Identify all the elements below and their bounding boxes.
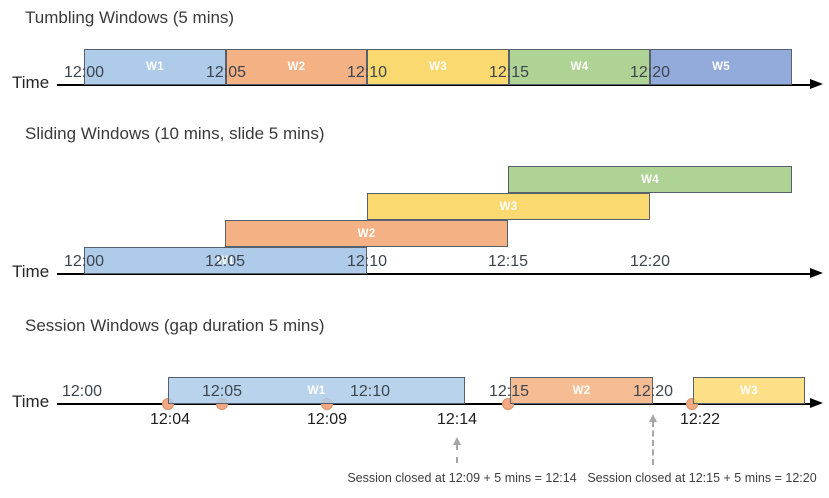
time-axis-line bbox=[57, 273, 813, 275]
axis-tick-label: 12:20 bbox=[629, 64, 671, 81]
window-bar-w4: W4 bbox=[509, 49, 650, 85]
window-bar-w2: W2 bbox=[225, 220, 508, 247]
annotation-arrow-icon bbox=[453, 437, 461, 445]
window-label: W4 bbox=[570, 61, 589, 73]
section-title-tumbling: Tumbling Windows (5 mins) bbox=[25, 8, 235, 27]
window-bar-w1: W1 bbox=[84, 247, 367, 274]
axis-tick-label: 12:10 bbox=[346, 253, 388, 270]
time-axis-line bbox=[57, 403, 813, 405]
window-bar-w2: W2 bbox=[510, 377, 653, 404]
window-bar-w3: W3 bbox=[367, 193, 650, 220]
section-title-sliding: Sliding Windows (10 mins, slide 5 mins) bbox=[25, 124, 325, 143]
session-annotation: Session closed at 12:15 + 5 mins = 12:20 bbox=[587, 471, 817, 485]
window-label: W4 bbox=[641, 173, 659, 186]
time-axis-label: Time bbox=[12, 392, 50, 411]
window-label: W3 bbox=[499, 200, 518, 213]
time-axis-label: Time bbox=[12, 262, 50, 281]
axis-tick-label: 12:10 bbox=[349, 383, 391, 400]
axis-tick-label: 12:15 bbox=[488, 383, 530, 400]
axis-tick-label: 12:00 bbox=[63, 64, 105, 81]
time-axis-arrowhead-icon bbox=[810, 79, 823, 89]
window-label: W1 bbox=[216, 254, 235, 267]
window-bar-w2: W2 bbox=[226, 49, 367, 85]
axis-tick-label: 12:15 bbox=[488, 64, 530, 81]
time-axis-arrowhead-icon bbox=[810, 268, 823, 278]
axis-tick-label: 12:15 bbox=[487, 253, 529, 270]
annotation-arrow-line bbox=[456, 444, 458, 463]
event-time-label: 12:14 bbox=[436, 411, 478, 428]
window-label: W3 bbox=[429, 61, 447, 73]
axis-tick-label: 12:00 bbox=[61, 383, 103, 400]
section-title-session: Session Windows (gap duration 5 mins) bbox=[25, 316, 325, 335]
axis-tick-label: 12:20 bbox=[632, 383, 674, 400]
annotation-arrow-line bbox=[652, 421, 654, 465]
axis-tick-label: 12:05 bbox=[204, 253, 246, 270]
time-axis-arrowhead-icon bbox=[810, 398, 823, 408]
time-axis-label: Time bbox=[12, 73, 50, 92]
window-label: W5 bbox=[712, 61, 730, 73]
axis-tick-label: 12:05 bbox=[205, 64, 247, 81]
window-bar-w4: W4 bbox=[508, 166, 792, 193]
axis-tick-label: 12:00 bbox=[63, 253, 105, 270]
window-bar-w1: W1 bbox=[168, 377, 465, 404]
axis-tick-label: 12:05 bbox=[201, 383, 243, 400]
annotation-arrow-icon bbox=[649, 414, 657, 422]
window-label: W2 bbox=[287, 61, 306, 73]
time-axis-line bbox=[57, 84, 813, 86]
axis-tick-label: 12:10 bbox=[346, 64, 388, 81]
window-bar-w5: W5 bbox=[650, 49, 792, 85]
window-label: W2 bbox=[572, 384, 591, 397]
window-bar-w1: W1 bbox=[84, 49, 226, 85]
event-time-label: 12:22 bbox=[679, 411, 721, 428]
window-label: W1 bbox=[146, 61, 164, 73]
window-bar-w3: W3 bbox=[693, 377, 805, 404]
session-annotation: Session closed at 12:09 + 5 mins = 12:14 bbox=[347, 471, 577, 485]
event-time-label: 12:09 bbox=[306, 411, 348, 428]
event-time-label: 12:04 bbox=[149, 411, 191, 428]
axis-tick-label: 12:20 bbox=[629, 253, 671, 270]
window-bar-w3: W3 bbox=[367, 49, 509, 85]
window-label: W1 bbox=[307, 384, 326, 397]
window-label: W2 bbox=[357, 227, 376, 240]
window-label: W3 bbox=[740, 384, 758, 397]
